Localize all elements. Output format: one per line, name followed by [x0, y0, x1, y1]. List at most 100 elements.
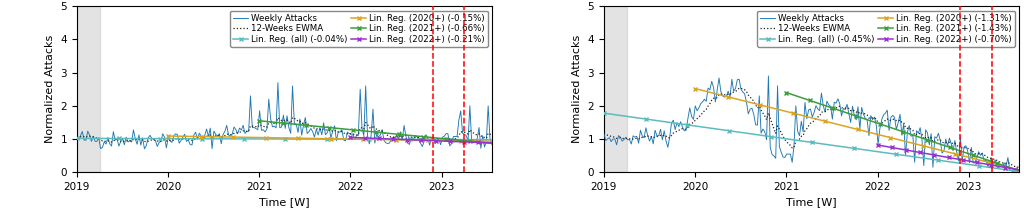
Lin. Reg. (all) (-0.45%) — [614, 114, 627, 117]
Weekly Attacks — [868, 116, 881, 118]
Lin. Reg. (2021+) (-1.43%) — [1001, 165, 1014, 168]
Lin. Reg. (all) (-0.04%) — [71, 137, 83, 140]
Lin. Reg. (all) (-0.04%) — [465, 138, 477, 141]
Lin. Reg. (2020+) (-0.15%) — [162, 135, 174, 137]
Lin. Reg. (2022+) (-0.21%) — [485, 142, 498, 144]
12-Weeks EWMA — [598, 132, 610, 135]
12-Weeks EWMA — [1013, 166, 1024, 169]
Lin. Reg. (2021+) (-1.43%) — [842, 112, 854, 115]
Line: Lin. Reg. (all) (-0.45%): Lin. Reg. (all) (-0.45%) — [601, 111, 1021, 174]
X-axis label: Time [W]: Time [W] — [259, 197, 309, 207]
Lin. Reg. (2020+) (-1.31%) — [996, 164, 1009, 167]
Line: Lin. Reg. (2021+) (-1.43%): Lin. Reg. (2021+) (-1.43%) — [783, 90, 1021, 173]
12-Weeks EWMA — [927, 141, 939, 143]
Weekly Attacks — [703, 89, 716, 91]
Lin. Reg. (2022+) (-0.21%) — [353, 136, 366, 139]
Lin. Reg. (2021+) (-1.43%) — [790, 94, 802, 97]
Weekly Attacks — [762, 75, 774, 77]
12-Weeks EWMA — [954, 144, 967, 147]
12-Weeks EWMA — [287, 116, 299, 119]
Weekly Attacks — [343, 132, 355, 135]
Lin. Reg. (2022+) (-0.70%) — [877, 145, 889, 147]
Lin. Reg. (2021+) (-0.66%) — [315, 126, 328, 128]
Weekly Attacks — [138, 147, 151, 150]
Lin. Reg. (2020+) (-0.15%) — [175, 135, 187, 138]
Line: Lin. Reg. (2022+) (-0.21%): Lin. Reg. (2022+) (-0.21%) — [348, 135, 495, 146]
Y-axis label: Normalized Attacks: Normalized Attacks — [572, 35, 582, 143]
Weekly Attacks — [177, 136, 189, 139]
Lin. Reg. (2022+) (-0.70%) — [909, 150, 922, 153]
Y-axis label: Normalized Attacks: Normalized Attacks — [45, 35, 55, 143]
Lin. Reg. (all) (-0.04%) — [181, 138, 194, 140]
Weekly Attacks — [908, 161, 921, 164]
Lin. Reg. (2022+) (-0.70%) — [1013, 169, 1024, 171]
Lin. Reg. (all) (-0.45%) — [675, 123, 687, 125]
Lin. Reg. (2022+) (-0.21%) — [473, 141, 485, 144]
12-Weeks EWMA — [733, 87, 745, 89]
Lin. Reg. (2021+) (-0.66%) — [466, 140, 478, 143]
Lin. Reg. (all) (-0.45%) — [992, 167, 1005, 170]
Bar — [77, 6, 99, 172]
Lin. Reg. (2022+) (-0.21%) — [478, 142, 490, 144]
Lin. Reg. (2022+) (-0.21%) — [382, 138, 394, 140]
Lin. Reg. (2020+) (-0.15%) — [181, 135, 194, 138]
Lin. Reg. (2021+) (-0.66%) — [262, 120, 274, 123]
Lin. Reg. (2022+) (-0.70%) — [871, 144, 884, 146]
Line: Lin. Reg. (all) (-0.04%): Lin. Reg. (all) (-0.04%) — [75, 136, 495, 142]
Line: Weekly Attacks: Weekly Attacks — [77, 83, 492, 149]
12-Weeks EWMA — [343, 133, 355, 135]
Lin. Reg. (all) (-0.04%) — [95, 137, 108, 140]
Lin. Reg. (2022+) (-0.70%) — [1006, 167, 1018, 170]
Lin. Reg. (all) (-0.45%) — [977, 165, 989, 168]
Lin. Reg. (2021+) (-1.43%) — [795, 96, 807, 98]
12-Weeks EWMA — [701, 105, 714, 107]
Weekly Attacks — [701, 87, 714, 89]
Lin. Reg. (2022+) (-0.70%) — [880, 145, 892, 148]
Lin. Reg. (all) (-0.04%) — [451, 138, 463, 141]
12-Weeks EWMA — [703, 102, 716, 105]
Line: Lin. Reg. (2020+) (-0.15%): Lin. Reg. (2020+) (-0.15%) — [166, 134, 495, 144]
Weekly Attacks — [178, 133, 190, 135]
Lin. Reg. (2021+) (-1.43%) — [823, 106, 836, 108]
Line: 12-Weeks EWMA: 12-Weeks EWMA — [604, 88, 1019, 168]
Legend: Weekly Attacks, 12-Weeks EWMA, Lin. Reg. (all) (-0.45%), Lin. Reg. (2020+) (-1.3: Weekly Attacks, 12-Weeks EWMA, Lin. Reg.… — [757, 11, 1015, 47]
Line: 12-Weeks EWMA: 12-Weeks EWMA — [77, 117, 492, 142]
Lin. Reg. (all) (-0.04%) — [147, 137, 160, 140]
Line: Lin. Reg. (2020+) (-1.31%): Lin. Reg. (2020+) (-1.31%) — [692, 86, 1021, 172]
Line: Lin. Reg. (2022+) (-0.70%): Lin. Reg. (2022+) (-0.70%) — [876, 143, 1021, 172]
Lin. Reg. (2020+) (-1.31%) — [985, 162, 997, 164]
12-Weeks EWMA — [105, 141, 118, 143]
Lin. Reg. (all) (-0.45%) — [623, 116, 635, 118]
Weekly Attacks — [429, 142, 441, 145]
Lin. Reg. (2021+) (-0.66%) — [267, 121, 280, 123]
Lin. Reg. (2020+) (-0.15%) — [485, 140, 498, 143]
Line: Weekly Attacks: Weekly Attacks — [604, 76, 1019, 172]
Weekly Attacks — [1013, 171, 1024, 173]
Lin. Reg. (2021+) (-1.43%) — [993, 163, 1006, 165]
Lin. Reg. (2020+) (-0.15%) — [458, 140, 470, 142]
Lin. Reg. (2022+) (-0.70%) — [898, 148, 910, 151]
Weekly Attacks — [598, 132, 610, 135]
Lin. Reg. (2020+) (-1.31%) — [689, 87, 701, 90]
Lin. Reg. (2020+) (-1.31%) — [775, 109, 787, 112]
Weekly Attacks — [954, 136, 967, 138]
Lin. Reg. (all) (-0.04%) — [485, 138, 498, 141]
12-Weeks EWMA — [908, 134, 921, 136]
12-Weeks EWMA — [178, 137, 190, 139]
Lin. Reg. (2022+) (-0.70%) — [1000, 167, 1013, 169]
X-axis label: Time [W]: Time [W] — [786, 197, 837, 207]
Weekly Attacks — [271, 81, 284, 84]
Lin. Reg. (2021+) (-1.43%) — [780, 91, 793, 94]
12-Weeks EWMA — [71, 135, 83, 138]
Lin. Reg. (2020+) (-1.31%) — [1013, 169, 1024, 171]
Lin. Reg. (2021+) (-0.66%) — [296, 124, 308, 126]
Weekly Attacks — [485, 143, 498, 146]
12-Weeks EWMA — [868, 117, 881, 119]
Lin. Reg. (2021+) (-1.43%) — [1013, 169, 1024, 172]
Lin. Reg. (all) (-0.45%) — [709, 127, 721, 130]
Lin. Reg. (2020+) (-1.31%) — [709, 92, 721, 95]
12-Weeks EWMA — [485, 134, 498, 137]
Weekly Attacks — [383, 142, 395, 144]
Lin. Reg. (2021+) (-0.66%) — [253, 119, 265, 122]
Weekly Attacks — [927, 166, 939, 168]
